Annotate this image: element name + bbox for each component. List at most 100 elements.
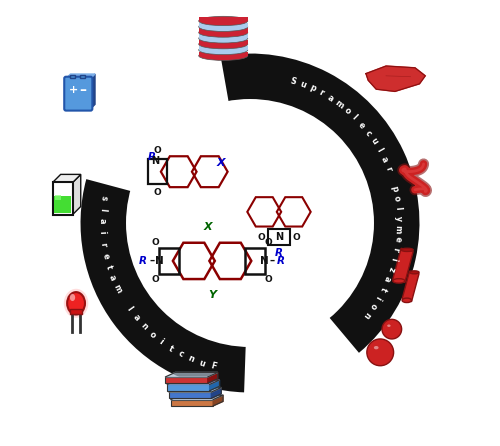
Text: s: s: [99, 195, 108, 201]
Bar: [159, 248, 179, 274]
Bar: [198, 17, 248, 21]
Polygon shape: [66, 74, 95, 78]
Ellipse shape: [64, 289, 88, 318]
Ellipse shape: [374, 346, 378, 349]
Text: z: z: [386, 266, 396, 273]
Bar: [198, 23, 248, 27]
Text: Y: Y: [208, 290, 216, 300]
Polygon shape: [168, 380, 220, 384]
Polygon shape: [166, 372, 218, 377]
Text: i: i: [374, 294, 383, 301]
Text: o: o: [392, 195, 401, 202]
Bar: [54, 195, 72, 213]
Text: a: a: [382, 275, 392, 283]
Bar: [56, 195, 62, 200]
Text: m: m: [394, 225, 403, 233]
Text: R: R: [140, 256, 147, 266]
Bar: [198, 40, 248, 44]
Bar: [168, 384, 209, 391]
Text: a: a: [326, 93, 335, 103]
Text: F: F: [210, 362, 217, 372]
Text: r: r: [318, 88, 326, 98]
Text: e: e: [356, 120, 366, 130]
Text: i: i: [158, 337, 165, 346]
Text: N: N: [152, 156, 160, 166]
Text: –: –: [149, 256, 154, 266]
Text: O: O: [152, 275, 159, 284]
Bar: [166, 377, 208, 383]
Ellipse shape: [198, 22, 248, 31]
Text: –: –: [270, 256, 275, 266]
Text: c: c: [363, 128, 373, 138]
Text: O: O: [292, 233, 300, 242]
Text: S: S: [289, 76, 298, 87]
Text: m: m: [333, 98, 345, 110]
Text: p: p: [389, 185, 399, 192]
Ellipse shape: [198, 34, 248, 43]
Text: r: r: [98, 242, 108, 247]
Polygon shape: [171, 395, 223, 400]
Wedge shape: [80, 179, 245, 392]
Ellipse shape: [70, 294, 75, 301]
Text: n: n: [138, 321, 149, 332]
Text: e: e: [392, 236, 402, 243]
Text: a: a: [378, 155, 389, 164]
Ellipse shape: [401, 248, 413, 252]
Ellipse shape: [67, 292, 85, 314]
Bar: [80, 75, 85, 78]
Text: O: O: [258, 233, 266, 242]
Polygon shape: [208, 372, 218, 383]
Text: p: p: [308, 83, 317, 94]
Text: –: –: [79, 83, 86, 97]
Text: n: n: [362, 309, 372, 319]
Text: +: +: [69, 85, 78, 95]
Bar: [198, 29, 248, 33]
Text: l: l: [393, 206, 402, 211]
Text: o: o: [368, 301, 378, 311]
Bar: [245, 248, 266, 274]
Text: r: r: [383, 165, 393, 172]
Text: O: O: [154, 146, 162, 155]
Text: O: O: [265, 238, 272, 247]
Ellipse shape: [387, 325, 390, 327]
Circle shape: [128, 100, 372, 346]
Text: N: N: [260, 256, 269, 266]
Text: t: t: [104, 264, 113, 270]
Text: l: l: [98, 208, 107, 211]
Text: R: R: [277, 256, 285, 266]
Text: u: u: [368, 136, 379, 146]
Text: l: l: [124, 305, 134, 312]
Text: O: O: [152, 238, 159, 247]
Ellipse shape: [198, 17, 248, 25]
Bar: [169, 392, 212, 398]
Bar: [171, 400, 213, 406]
Ellipse shape: [198, 40, 248, 49]
Polygon shape: [90, 74, 95, 109]
Bar: [198, 46, 248, 50]
Wedge shape: [220, 54, 420, 353]
Text: X: X: [204, 222, 212, 231]
Text: u: u: [198, 358, 206, 368]
Ellipse shape: [198, 28, 248, 37]
Polygon shape: [72, 174, 80, 215]
Bar: [198, 34, 248, 38]
Polygon shape: [210, 380, 220, 391]
Text: l: l: [374, 147, 384, 153]
Ellipse shape: [402, 298, 411, 302]
Text: n: n: [187, 354, 196, 364]
Text: o: o: [147, 329, 158, 340]
Text: e: e: [100, 252, 110, 260]
Text: O: O: [154, 188, 162, 197]
Polygon shape: [213, 395, 223, 406]
Text: t: t: [378, 285, 388, 292]
Polygon shape: [169, 388, 221, 392]
Text: R: R: [148, 152, 156, 162]
Text: R: R: [275, 248, 283, 258]
Bar: [268, 229, 289, 245]
Polygon shape: [212, 388, 221, 398]
Text: l: l: [350, 113, 358, 122]
Polygon shape: [366, 66, 426, 91]
Ellipse shape: [198, 51, 248, 60]
Ellipse shape: [198, 45, 248, 54]
Text: a: a: [107, 274, 118, 282]
